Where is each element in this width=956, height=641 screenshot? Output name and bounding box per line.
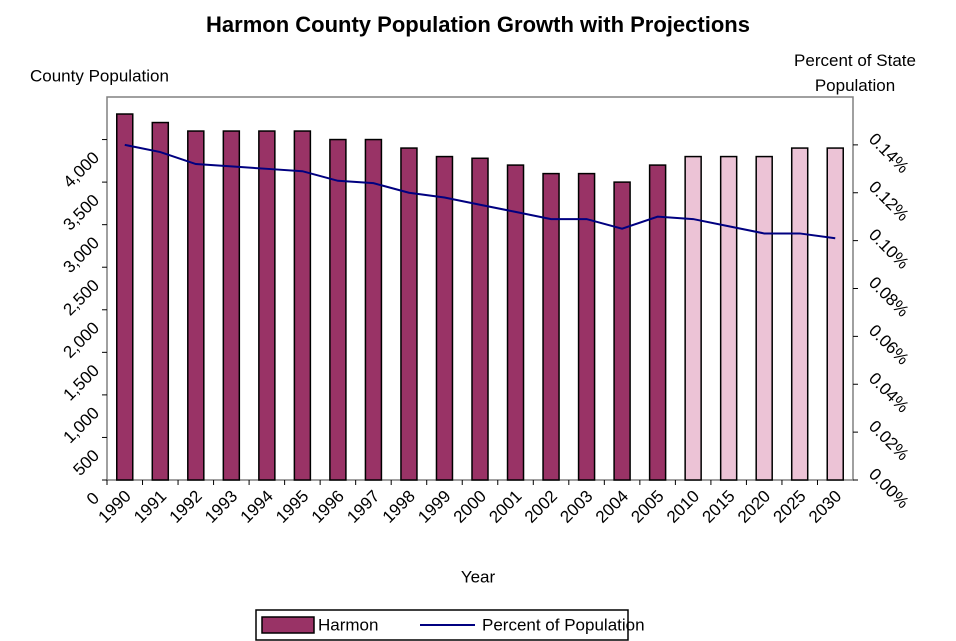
legend-swatch — [261, 616, 315, 634]
bar — [364, 138, 383, 481]
x-tick-label: 2015 — [698, 487, 738, 527]
y-tick-label: 1,500 — [59, 361, 103, 405]
bar — [293, 130, 312, 481]
bar — [329, 138, 347, 481]
x-tick-label: 1997 — [343, 487, 383, 527]
bar — [613, 181, 631, 481]
y-tick-label: 1,000 — [59, 403, 103, 447]
bar — [790, 147, 809, 481]
x-tick-label: 2002 — [521, 487, 561, 527]
legend-label: Harmon — [318, 615, 378, 634]
x-tick-label: 2020 — [734, 487, 774, 527]
x-tick-label: 2004 — [592, 487, 632, 527]
bar — [400, 147, 418, 481]
bar — [684, 155, 702, 481]
y-tick-label: 3,500 — [59, 191, 103, 235]
bar — [719, 155, 738, 481]
x-tick-label: 1998 — [379, 487, 419, 527]
x-tick-label: 2003 — [556, 487, 596, 527]
y-axis-title: County Population — [30, 66, 169, 85]
x-tick-label: 2010 — [663, 487, 703, 527]
bar — [826, 147, 844, 481]
chart-title: Harmon County Population Growth with Pro… — [206, 12, 750, 37]
y2-tick-label: 0.08% — [865, 273, 913, 321]
y-tick-label: 3,000 — [59, 233, 103, 277]
y2-tick-label: 0.10% — [865, 225, 913, 273]
y-tick-label: 2,000 — [59, 318, 103, 362]
y2-tick-label: 0.14% — [865, 129, 913, 177]
bar — [222, 130, 241, 481]
bar — [116, 113, 134, 481]
x-tick-label: 1995 — [272, 487, 312, 527]
x-tick-label: 2025 — [770, 487, 810, 527]
x-tick-label: 1991 — [130, 487, 170, 527]
y2-tick-label: 0.00% — [865, 465, 913, 513]
y2-tick-label: 0.06% — [865, 321, 913, 369]
x-tick-label: 1993 — [201, 487, 241, 527]
y2-tick-label: 0.02% — [865, 417, 913, 465]
x-tick-label: 1994 — [237, 487, 277, 527]
x-tick-label: 2001 — [485, 487, 525, 527]
bar — [755, 155, 773, 481]
y2-tick-label: 0.04% — [865, 369, 913, 417]
bar — [648, 164, 667, 481]
y-tick-label: 0 — [83, 489, 103, 509]
bar — [258, 130, 276, 481]
x-tick-label: 2005 — [627, 487, 667, 527]
y-tick-label: 2,500 — [59, 276, 103, 320]
line — [124, 143, 836, 240]
bar — [542, 172, 560, 481]
bar — [506, 164, 525, 481]
x-tick-label: 1996 — [308, 487, 348, 527]
x-tick-label: 1990 — [95, 487, 135, 527]
bar — [435, 155, 454, 481]
x-tick-label: 2030 — [805, 487, 845, 527]
bar — [471, 157, 489, 481]
y2-tick-label: 0.12% — [865, 177, 913, 225]
x-tick-label: 2000 — [450, 487, 490, 527]
y2-axis-title: Percent of State Population — [794, 51, 916, 95]
legend-label: Percent of Population — [482, 615, 645, 634]
y-tick-label: 4,000 — [59, 148, 103, 192]
x-axis-title: Year — [461, 567, 496, 586]
bar — [187, 130, 205, 481]
y-tick-label: 500 — [70, 446, 103, 479]
x-tick-label: 1992 — [166, 487, 206, 527]
bar — [577, 172, 596, 481]
bar — [151, 121, 170, 481]
x-tick-label: 1999 — [414, 487, 454, 527]
